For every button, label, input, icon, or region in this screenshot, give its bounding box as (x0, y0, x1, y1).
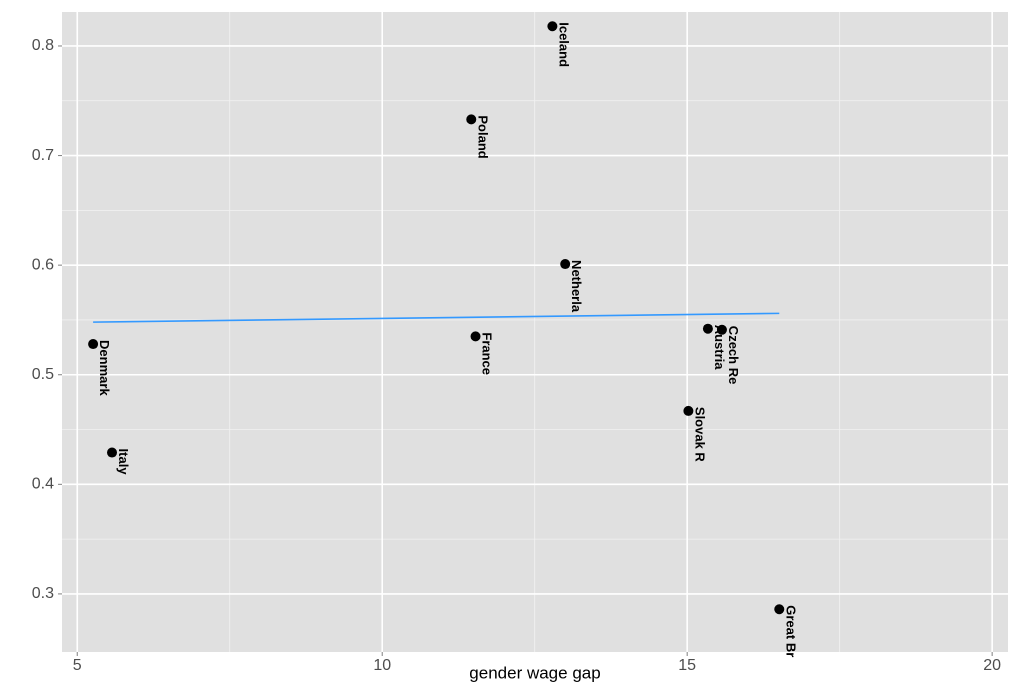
point (107, 447, 118, 458)
point (774, 604, 785, 615)
point-label: Denmark (97, 340, 112, 396)
x-axis-title: gender wage gap (469, 663, 600, 682)
point-label: France (480, 332, 495, 375)
point (702, 323, 713, 334)
point-label: Netherla (569, 260, 584, 313)
point-label: Czech Re (726, 326, 741, 385)
x-tick-label: 5 (73, 657, 82, 674)
point (88, 339, 99, 350)
point-label: Iceland (556, 22, 571, 67)
x-tick-label: 10 (373, 657, 391, 674)
point-label: Slovak R (692, 407, 707, 463)
x-tick-label: 20 (983, 657, 1001, 674)
point (683, 405, 694, 416)
point (716, 324, 727, 335)
y-tick-label: 0.4 (32, 476, 54, 493)
y-tick-label: 0.8 (32, 37, 54, 54)
y-tick-label: 0.6 (32, 256, 54, 273)
point-label: Austria (712, 325, 727, 371)
point (470, 331, 481, 342)
trend-line (93, 312, 780, 323)
y-tick-label: 0.3 (32, 585, 54, 602)
y-tick-label: 0.5 (32, 366, 54, 383)
point-label: Poland (475, 115, 490, 158)
point-label: Italy (116, 449, 131, 476)
x-tick-label: 15 (678, 657, 696, 674)
point (560, 259, 571, 270)
point-label: Great Br (783, 605, 798, 657)
point (466, 114, 477, 125)
y-tick-label: 0.7 (32, 147, 54, 164)
point (547, 21, 558, 32)
